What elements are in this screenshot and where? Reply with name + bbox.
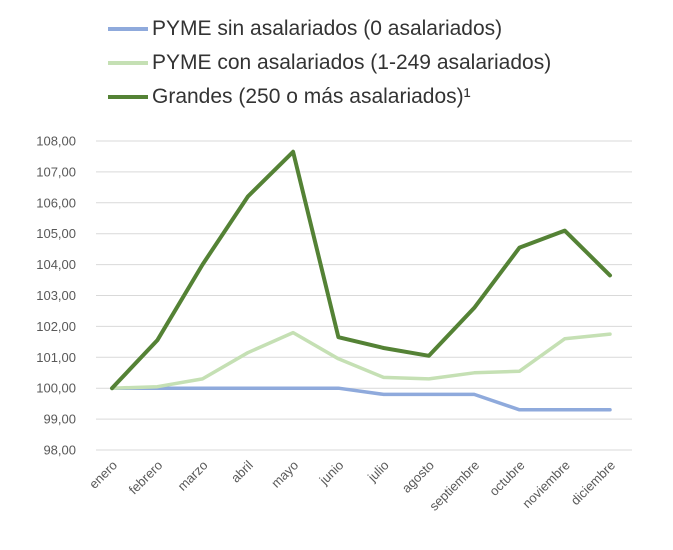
- y-tick-label: 108,00: [36, 134, 76, 149]
- y-tick-label: 102,00: [36, 319, 76, 334]
- series-line-pyme-con-asalariados: [110, 330, 612, 390]
- legend-label-pyme-sin-asalariados: PYME sin asalariados (0 asalariados): [152, 17, 503, 40]
- x-tick-label: noviembre: [519, 458, 573, 512]
- series-line-grandes: [110, 149, 612, 391]
- legend: PYME sin asalariados (0 asalariados) PYM…: [108, 12, 551, 114]
- x-tick-label: marzo: [175, 458, 211, 494]
- x-tick-label: agosto: [399, 458, 437, 496]
- y-tick-label: 98,00: [43, 443, 76, 458]
- legend-item-pyme-con-asalariados: PYME con asalariados (1-249 asalariados): [108, 46, 551, 80]
- x-tick-label: octubre: [486, 458, 527, 499]
- y-tick-label: 103,00: [36, 288, 76, 303]
- y-tick-label: 101,00: [36, 350, 76, 365]
- legend-label-grandes: Grandes (250 o más asalariados)¹: [152, 85, 471, 108]
- x-tick-label: enero: [86, 458, 120, 492]
- legend-swatch-pyme-sin-asalariados: [108, 27, 148, 31]
- x-tick-label: junio: [316, 458, 347, 489]
- y-tick-label: 104,00: [36, 257, 76, 272]
- y-tick-label: 105,00: [36, 226, 76, 241]
- legend-item-grandes: Grandes (250 o más asalariados)¹: [108, 80, 551, 114]
- x-tick-label: abril: [228, 457, 256, 485]
- legend-item-pyme-sin-asalariados: PYME sin asalariados (0 asalariados): [108, 12, 551, 46]
- legend-label-pyme-con-asalariados: PYME con asalariados (1-249 asalariados): [152, 51, 552, 74]
- y-tick-label: 99,00: [43, 412, 76, 427]
- x-tick-label: diciembre: [568, 458, 618, 508]
- series-line-pyme-sin-asalariados: [110, 386, 612, 412]
- x-tick-label: febrero: [126, 458, 166, 498]
- x-tick-label: julio: [364, 458, 392, 486]
- x-tick-label: mayo: [268, 458, 301, 491]
- y-tick-label: 106,00: [36, 195, 76, 210]
- y-tick-label: 100,00: [36, 381, 76, 396]
- y-tick-label: 107,00: [36, 164, 76, 179]
- legend-swatch-pyme-con-asalariados: [108, 61, 148, 65]
- legend-swatch-grandes: [108, 95, 148, 99]
